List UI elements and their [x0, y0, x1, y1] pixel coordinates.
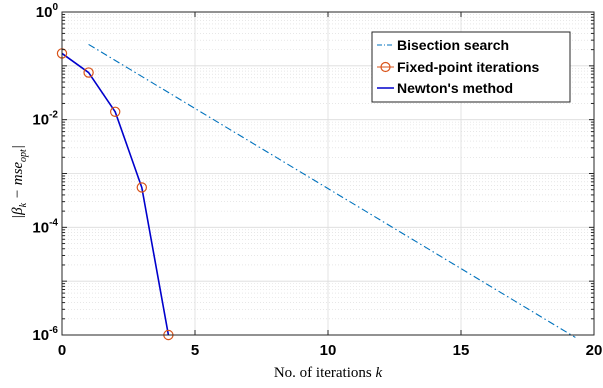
- legend-box: [371, 31, 571, 103]
- y-axis-label: |βk − mseopt|: [10, 145, 29, 219]
- legend-entry-bisection: Bisection search: [377, 37, 509, 53]
- y-tick-label: 10-4: [32, 217, 58, 236]
- data-point-marker: [109, 106, 121, 118]
- x-tick-label: 5: [191, 342, 199, 359]
- series-line-2: [61, 52, 170, 336]
- svg-text:|βk − mseopt|: |βk − mseopt|: [10, 145, 29, 219]
- data-point-marker: [83, 67, 94, 78]
- data-point-marker: [136, 182, 147, 193]
- y-tick-label: 10-6: [32, 325, 58, 344]
- y-tick-label: 100: [36, 2, 59, 21]
- axis-ticks: [61, 11, 595, 336]
- x-tick-label: 0: [58, 342, 66, 359]
- legend-marker-fixed-point: [380, 61, 391, 73]
- legend: Bisection search Fixed-point iterations …: [371, 31, 571, 103]
- legend-label-newton: Newton's method: [397, 80, 513, 96]
- x-tick-label: 20: [586, 342, 603, 359]
- y-tick-label: 10-2: [32, 110, 58, 129]
- x-tick-label: 15: [453, 342, 470, 359]
- x-tick-labels: 0 5 10 15 20: [58, 342, 603, 359]
- legend-entry-newton: Newton's method: [377, 80, 513, 96]
- legend-entry-fixed-point: Fixed-point iterations: [377, 59, 540, 75]
- y-tick-labels: 100 10-2 10-4 10-6: [32, 2, 58, 344]
- legend-label-fixed-point: Fixed-point iterations: [397, 59, 540, 75]
- x-tick-label: 10: [320, 342, 337, 359]
- x-axis-label: No. of iterations k: [274, 365, 383, 381]
- legend-label-bisection: Bisection search: [397, 37, 509, 53]
